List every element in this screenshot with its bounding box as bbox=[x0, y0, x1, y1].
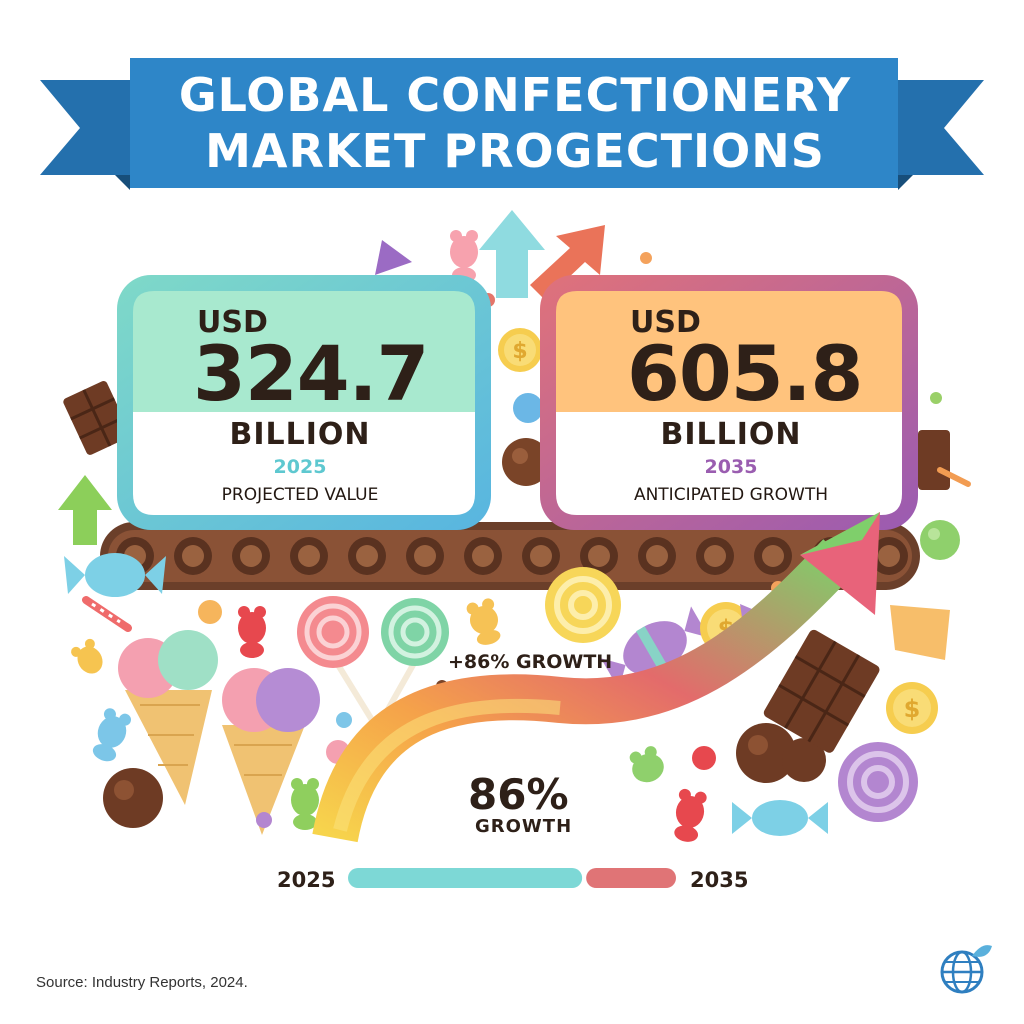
timeline-segment-end bbox=[586, 868, 676, 888]
timeline-end-year: 2035 bbox=[690, 868, 749, 892]
round-candy-icon bbox=[920, 520, 960, 560]
card-2035 bbox=[540, 275, 918, 530]
conveyor-roller-hub bbox=[240, 545, 262, 567]
conveyor-roller-hub bbox=[356, 545, 378, 567]
gummy-bear-icon bbox=[92, 708, 131, 762]
card-2025-unit: BILLION bbox=[229, 417, 371, 452]
gummy-bear-icon bbox=[466, 598, 501, 645]
gummy-bear-icon bbox=[629, 746, 664, 783]
dollar-coin-icon: $ bbox=[498, 328, 542, 372]
conveyor-roller-hub bbox=[588, 545, 610, 567]
conveyor-roller-hub bbox=[646, 545, 668, 567]
timeline-start-year: 2025 bbox=[277, 868, 336, 892]
conveyor-roller-hub bbox=[878, 545, 900, 567]
chocolate-bar-icon bbox=[763, 629, 880, 753]
conveyor-roller-hub bbox=[762, 545, 784, 567]
growth-value-big: 86% bbox=[468, 770, 569, 819]
card-2025 bbox=[117, 275, 491, 530]
conveyor-roller-hub bbox=[472, 545, 494, 567]
gummy-bear-icon bbox=[238, 606, 266, 658]
lollipop-icon bbox=[297, 596, 375, 723]
gummy-bear-icon bbox=[71, 638, 103, 674]
lollipop-icon bbox=[545, 567, 621, 643]
svg-text:$: $ bbox=[904, 695, 921, 723]
page-title-line-1: GLOBAL CONFECTIONERY bbox=[178, 68, 852, 122]
up-arrow-icon bbox=[479, 210, 545, 298]
ice-cream-icon bbox=[222, 668, 320, 835]
timeline-bar bbox=[348, 868, 676, 888]
gummy-bear-icon bbox=[674, 788, 707, 842]
chocolate-bar-icon bbox=[918, 430, 971, 490]
dollar-coin-icon: $ bbox=[886, 682, 938, 734]
up-arrow-icon bbox=[375, 240, 412, 275]
card-2025-description: PROJECTED VALUE bbox=[221, 485, 379, 505]
card-2025-year: 2025 bbox=[273, 456, 327, 478]
card-2035-year: 2035 bbox=[704, 456, 758, 478]
conveyor-roller-hub bbox=[530, 545, 552, 567]
card-2025-currency: USD bbox=[197, 305, 268, 340]
conveyor-roller-hub bbox=[298, 545, 320, 567]
gummy-bear-icon bbox=[291, 778, 319, 830]
card-2025-value: 324.7 bbox=[193, 329, 429, 418]
wrapped-candy-icon bbox=[64, 553, 166, 597]
conveyor-roller-hub bbox=[704, 545, 726, 567]
globe-logo-icon bbox=[940, 945, 992, 994]
up-arrow-icon bbox=[58, 475, 112, 545]
chocolate-bar-icon bbox=[63, 381, 131, 455]
round-candy-icon bbox=[502, 393, 550, 486]
svg-text:$: $ bbox=[512, 339, 527, 364]
card-2035-value: 605.8 bbox=[627, 329, 863, 418]
card-2035-unit: BILLION bbox=[660, 417, 802, 452]
growth-label-big: GROWTH bbox=[475, 816, 573, 837]
growth-arrow bbox=[312, 512, 880, 843]
card-2035-description: ANTICIPATED GROWTH bbox=[633, 485, 829, 505]
lollipop-icon bbox=[838, 742, 918, 822]
ice-cream-icon bbox=[118, 630, 218, 805]
timeline-segment-start bbox=[348, 868, 583, 888]
conveyor-rollers bbox=[116, 537, 908, 575]
page-title-line-2: MARKET PROGECTIONS bbox=[205, 124, 825, 178]
chocolate-truffle-icon bbox=[103, 768, 163, 828]
conveyor-roller-hub bbox=[414, 545, 436, 567]
candy-cane-icon bbox=[82, 596, 132, 632]
card-2035-currency: USD bbox=[630, 305, 701, 340]
source-footnote: Source: Industry Reports, 2024. bbox=[36, 974, 248, 991]
gummy-bear-icon bbox=[450, 230, 478, 283]
title-banner bbox=[40, 58, 984, 190]
wrapped-candy-icon bbox=[732, 800, 828, 836]
growth-label-small: +86% GROWTH bbox=[448, 651, 613, 673]
lollipop-icon bbox=[379, 598, 449, 723]
candy-box-icon bbox=[890, 605, 950, 660]
chocolate-truffle-icon bbox=[736, 723, 826, 783]
conveyor-roller-hub bbox=[182, 545, 204, 567]
up-arrow-icon bbox=[530, 225, 605, 300]
